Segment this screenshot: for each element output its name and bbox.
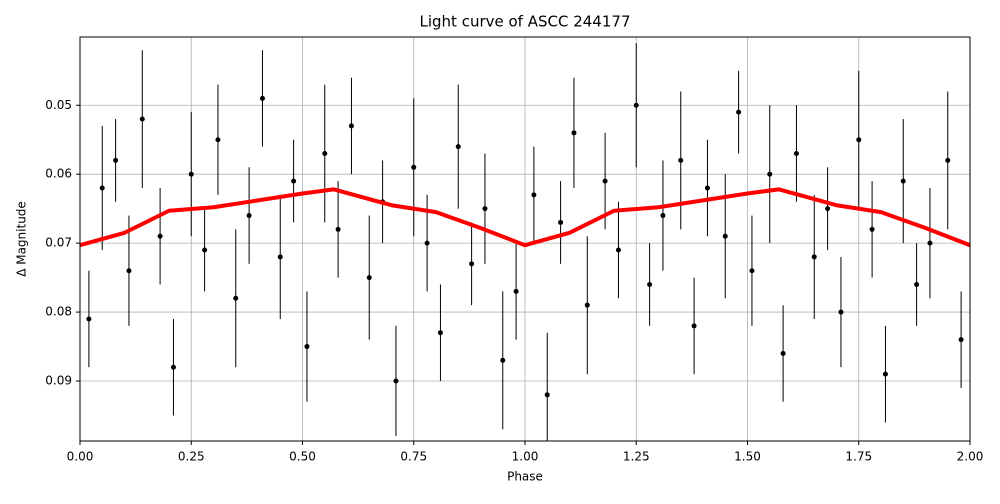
data-point — [691, 323, 697, 329]
plot-area — [80, 37, 970, 441]
data-point — [86, 316, 92, 322]
data-point — [437, 330, 443, 336]
x-tick-label: 2.00 — [957, 450, 984, 464]
data-point — [958, 337, 964, 343]
data-point — [945, 157, 951, 163]
data-point — [660, 213, 666, 219]
data-point — [584, 302, 590, 308]
data-point — [793, 151, 799, 157]
y-tick-label: 0.08 — [45, 305, 72, 319]
data-point — [722, 233, 728, 239]
data-point — [914, 282, 920, 288]
data-point — [304, 344, 310, 350]
data-point — [513, 288, 519, 294]
data-point — [615, 247, 621, 253]
x-tick-label: 1.75 — [845, 450, 872, 464]
data-point — [825, 206, 831, 212]
data-point — [838, 309, 844, 315]
y-axis-label: Δ Magnitude — [15, 201, 29, 277]
data-point — [469, 261, 475, 267]
x-tick-label: 0.75 — [400, 450, 427, 464]
data-point — [558, 219, 564, 225]
data-point — [749, 268, 755, 274]
data-point — [126, 268, 132, 274]
x-tick-label: 1.25 — [623, 450, 650, 464]
data-point — [736, 109, 742, 115]
data-point — [113, 157, 119, 163]
data-point — [424, 240, 430, 246]
x-tick-label: 0.00 — [67, 450, 94, 464]
chart-title: Light curve of ASCC 244177 — [420, 13, 631, 31]
data-point — [482, 206, 488, 212]
data-point — [157, 233, 163, 239]
data-point — [811, 254, 817, 260]
data-point — [246, 213, 252, 219]
data-point — [393, 378, 399, 384]
data-point — [900, 178, 906, 184]
data-point — [215, 137, 221, 143]
data-point — [869, 226, 875, 232]
y-tick-label: 0.07 — [45, 236, 72, 250]
x-tick-label: 1.50 — [734, 450, 761, 464]
data-point — [455, 144, 461, 150]
data-point — [277, 254, 283, 260]
x-axis-label: Phase — [507, 470, 543, 484]
x-tick-label: 0.50 — [289, 450, 316, 464]
data-point — [291, 178, 297, 184]
binned-curve — [80, 187, 970, 248]
data-point — [411, 164, 417, 170]
x-tick-label: 1.00 — [512, 450, 539, 464]
data-point — [348, 123, 354, 129]
data-point — [927, 240, 933, 246]
data-point — [531, 192, 537, 198]
y-tick-label: 0.06 — [45, 167, 72, 181]
data-point — [647, 282, 653, 288]
data-point — [366, 275, 372, 281]
data-point — [882, 371, 888, 377]
data-point — [233, 295, 239, 301]
y-tick-label: 0.05 — [45, 98, 72, 112]
data-point — [856, 137, 862, 143]
data-point — [170, 364, 176, 370]
data-point — [633, 102, 639, 108]
data-point — [99, 185, 105, 191]
data-point — [571, 130, 577, 136]
data-point — [139, 116, 145, 122]
data-point — [322, 151, 328, 157]
data-point — [780, 350, 786, 356]
data-point — [704, 185, 710, 191]
data-point — [188, 171, 194, 177]
data-point — [202, 247, 208, 253]
y-tick-label: 0.09 — [45, 374, 72, 388]
data-point — [500, 357, 506, 363]
x-tick-label: 0.25 — [178, 450, 205, 464]
data-point — [678, 157, 684, 163]
data-point — [767, 171, 773, 177]
data-point — [259, 95, 265, 101]
data-point — [335, 226, 341, 232]
data-point — [544, 392, 550, 398]
data-point — [602, 178, 608, 184]
